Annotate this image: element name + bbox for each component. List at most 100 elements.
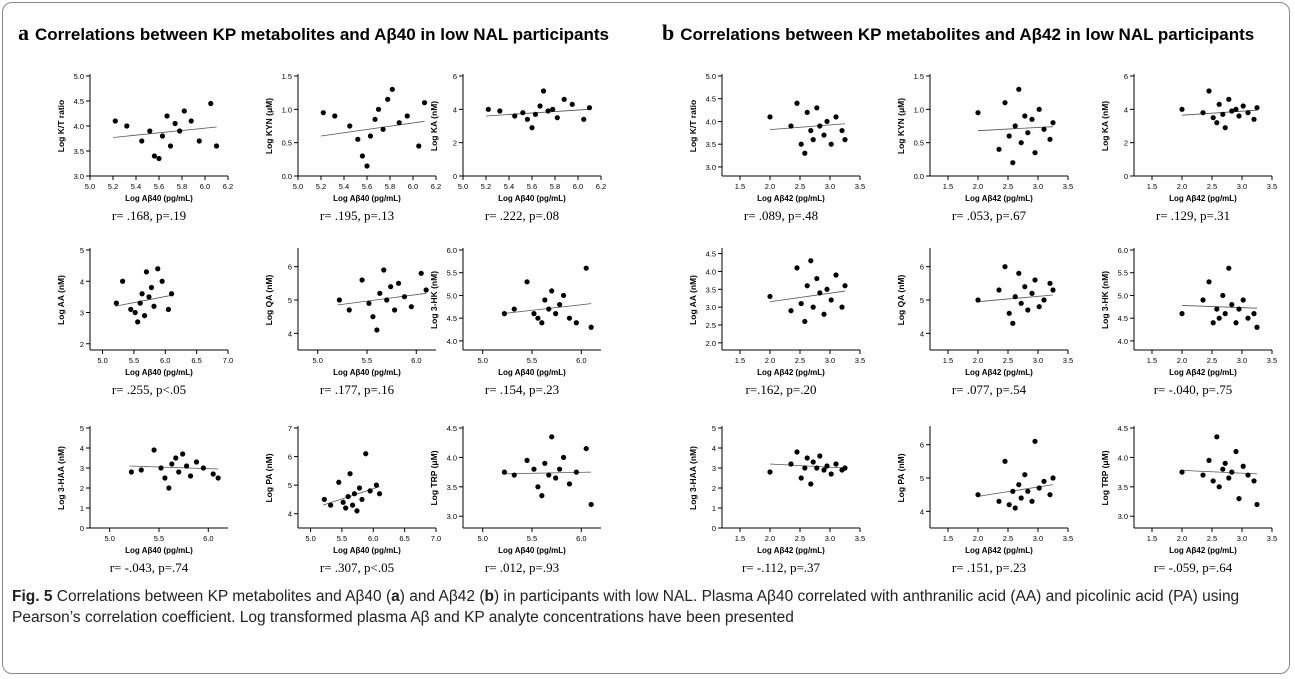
point [124,123,130,129]
point [560,292,567,299]
x-tick-label: 6.0 [576,534,586,543]
point [128,306,134,312]
point [557,301,563,308]
point [128,469,134,475]
point [1214,306,1220,312]
point [208,100,214,107]
point [524,116,531,122]
point [370,314,376,320]
point [802,318,808,325]
point [1226,265,1232,271]
point [996,146,1002,152]
stat: r= .177, p=.16 [320,382,395,397]
point [1214,434,1220,440]
x-tick-label: 5.8 [385,182,395,191]
stat: r= -.043, p=.74 [110,560,189,575]
point [401,294,408,300]
point [340,499,346,505]
point [1254,501,1260,508]
y-axis-label: Log TRP (μM) [429,450,439,505]
point [184,463,190,469]
point [1245,110,1251,116]
point [524,457,530,463]
point [349,502,356,508]
point [1010,320,1016,326]
point [798,300,804,307]
point [1041,126,1047,132]
fit-line [769,123,846,131]
caption-text: ) in participants with low NAL. Plasma A… [12,588,1240,626]
point [367,488,373,494]
x-axis-label: Log Aβ42 (pg/mL) [1169,368,1237,377]
y-tick-label: 4 [1124,105,1128,114]
point [1029,498,1035,504]
point [147,128,153,134]
x-tick-label: 3.5 [1063,356,1073,365]
x-tick-label: 6.0 [160,356,170,365]
point [332,113,338,119]
point [550,106,556,112]
point [520,110,526,116]
y-tick-label: 4 [920,507,924,516]
x-tick-label: 7.0 [431,534,441,543]
point [1226,96,1232,102]
point [1229,469,1235,475]
x-tick-label: 2.0 [1177,356,1187,365]
y-tick-label: 3.0 [706,163,716,172]
point [1229,301,1235,308]
point [188,118,194,124]
point [1216,101,1222,107]
point [167,143,174,149]
point [1012,505,1018,511]
x-tick-label: 6.0 [408,182,418,191]
x-tick-label: 3.5 [1267,182,1277,191]
point [1179,469,1185,475]
point [1047,136,1053,142]
point [1210,320,1216,326]
x-tick-label: 1.5 [943,182,953,191]
y-axis-label: Log QA (nM) [264,274,274,325]
point [553,475,559,481]
stat: r= -.059, p=.64 [1154,560,1233,575]
y-axis-label: Log K/T ratio [688,100,698,152]
point [1029,290,1035,296]
stat: r= .053, p=.67 [952,208,1027,223]
y-tick-label: 3 [712,464,716,473]
y-axis-label: Log AA (nM) [56,275,66,325]
point [1022,472,1028,478]
x-tick-label: 5.5 [154,534,164,543]
point [177,128,183,134]
point [1236,113,1242,119]
y-tick-label: 0.0 [914,172,924,181]
y-tick-label: 4.0 [74,122,84,131]
point [359,153,365,159]
y-tick-label: 2 [453,139,457,148]
y-tick-label: 4.0 [1118,453,1128,462]
x-axis-label: Log Aβ40 (pg/mL) [333,194,401,203]
y-tick-label: 4.0 [706,267,716,276]
x-tick-label: 3.5 [1267,356,1277,365]
point [842,137,848,143]
point [372,116,378,122]
point [193,459,200,465]
point [343,505,349,511]
point [1050,475,1056,481]
x-axis-label: Log Aβ40 (pg/mL) [125,194,193,203]
point [1012,123,1018,129]
point [814,275,820,282]
y-tick-label: 0 [1124,172,1128,181]
point [404,113,410,119]
y-tick-label: 1.5 [282,72,292,81]
y-tick-label: 4.0 [1118,337,1128,346]
point [336,479,342,485]
point [824,463,830,469]
y-tick-label: 6.0 [447,246,457,255]
point [566,315,573,321]
point [497,108,503,114]
point [213,143,220,149]
point [512,113,518,119]
point [380,126,386,132]
point [187,473,194,479]
x-tick-label: 3.0 [1033,356,1043,365]
